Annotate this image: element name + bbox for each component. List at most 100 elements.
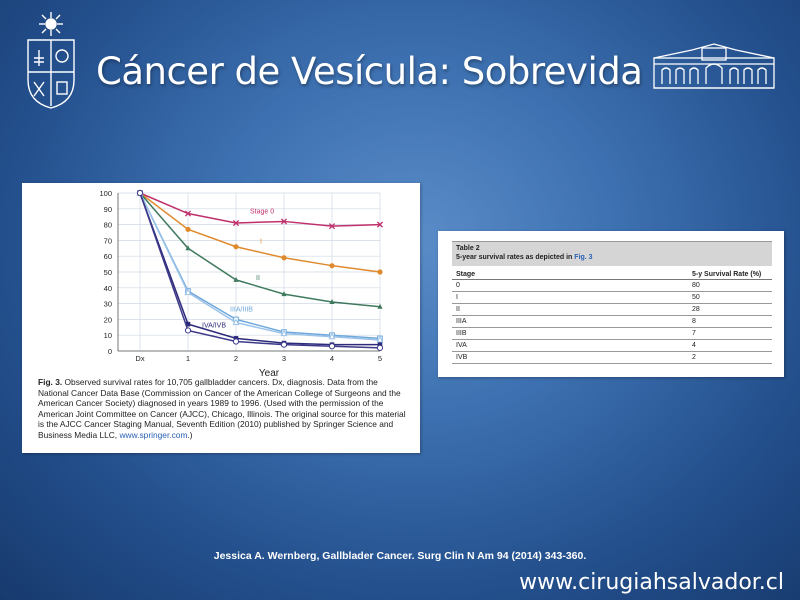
table-header-rate: 5-y Survival Rate (%): [688, 270, 772, 280]
table-cell-stage: IIIA: [452, 315, 688, 328]
reference-citation: Jessica A. Wernberg, Gallblader Cancer. …: [213, 550, 587, 562]
figure-caption-label: Fig. 3.: [38, 377, 63, 387]
survival-table: Stage 5-y Survival Rate (%) 0 80 I 50 II 28…: [452, 270, 772, 364]
series-label: I: [260, 239, 262, 246]
chart-series: [136, 188, 384, 351]
data-point: [377, 303, 383, 309]
data-point: [232, 338, 240, 345]
table-cell-rate: 4: [688, 339, 772, 352]
data-point: [185, 245, 191, 251]
y-tick-label: 50: [104, 268, 112, 277]
table-cell-rate: 2: [688, 351, 772, 364]
table-cell-stage: IIIB: [452, 327, 688, 340]
x-tick-label: 5: [378, 354, 382, 363]
data-point: [280, 218, 288, 225]
survival-line-chart: 0 10 20 30 40 50 60 70 80 90 100 Dx 1 2 3 4 5 Year Stage …: [99, 188, 384, 379]
y-tick-label: 70: [104, 236, 112, 245]
series-label: IVA/IVB: [202, 322, 226, 329]
data-point: [376, 221, 384, 228]
y-tick-label: 30: [104, 300, 112, 309]
table-subtitle-text: 5-year survival rates as depicted in: [456, 254, 575, 261]
y-tick-label: 80: [104, 221, 112, 230]
table-header-stage: Stage: [452, 270, 688, 280]
series-label: II: [256, 275, 260, 282]
y-tick-label: 90: [104, 205, 112, 214]
y-tick-label: 100: [99, 189, 112, 198]
series-line: [139, 192, 381, 349]
table-cell-rate: 8: [688, 315, 772, 328]
x-axis-title: Year: [259, 368, 280, 379]
data-point: [280, 329, 288, 337]
y-tick-label: 20: [104, 315, 112, 324]
figure-caption-text: Observed survival rates for 10,705 gallb…: [38, 377, 406, 440]
table-row: 0 80: [452, 279, 772, 292]
data-point: [329, 263, 335, 269]
y-tick-label: 10: [104, 331, 112, 340]
table-row: IIIA 8: [452, 315, 772, 328]
table-header-row: Stage 5-y Survival Rate (%): [452, 270, 772, 280]
figure-panel: 0 10 20 30 40 50 60 70 80 90 100 Dx 1 2 3 4 5 Year Stage …: [22, 183, 420, 453]
hospital-building-icon: [653, 43, 775, 89]
series-label: Stage 0: [250, 209, 274, 216]
springer-link[interactable]: www.springer.com: [119, 429, 188, 440]
table-row: I 50: [452, 291, 772, 304]
table-cell-rate: 28: [688, 303, 772, 316]
table-subtitle: 5-year survival rates as depicted in Fig…: [456, 253, 768, 262]
data-point: [184, 210, 192, 217]
table-cell-stage: IVB: [452, 351, 688, 364]
table-row: IIIB 7: [452, 327, 772, 340]
slide-title: Cáncer de Vesícula: Sobrevida: [96, 50, 643, 93]
data-point: [281, 255, 287, 261]
data-point: [377, 269, 383, 275]
data-point: [280, 341, 288, 348]
x-tick-label: Dx: [135, 354, 144, 363]
y-tick-label: 40: [104, 284, 112, 293]
table-cell-rate: 7: [688, 327, 772, 340]
table-cell-rate: 50: [688, 291, 772, 304]
university-crest-icon: [27, 12, 75, 109]
data-point: [376, 335, 384, 343]
survival-table-container: Table 2 5-year survival rates as depicte…: [452, 241, 772, 364]
table-header-band: Table 2 5-year survival rates as depicte…: [452, 241, 772, 266]
series-line: [139, 192, 381, 308]
data-point: [232, 318, 240, 326]
y-tick-label: 0: [108, 347, 112, 356]
series-line: [139, 192, 381, 341]
table-row: IVB 2: [452, 351, 772, 364]
data-point: [233, 244, 239, 250]
data-point: [136, 189, 144, 197]
table-cell-stage: 0: [452, 279, 688, 292]
data-point: [281, 291, 287, 297]
data-point: [184, 327, 192, 334]
data-point: [328, 343, 336, 350]
figure-caption: Fig. 3. Observed survival rates for 10,7…: [38, 377, 410, 441]
table-panel: Table 2 5-year survival rates as depicte…: [438, 231, 784, 377]
data-point: [233, 276, 239, 282]
x-tick-label: 1: [186, 354, 190, 363]
chart-axes: 0 10 20 30 40 50 60 70 80 90 100 Dx 1 2 3 4 5 Year: [99, 189, 382, 379]
table-row: IVA 4: [452, 339, 772, 352]
table-cell-stage: IVA: [452, 339, 688, 352]
data-point: [233, 336, 239, 341]
chart-grid: [118, 192, 381, 352]
series-line: [139, 192, 381, 273]
table-title: Table 2: [456, 245, 480, 252]
x-tick-label: 4: [330, 354, 334, 363]
table-row: II 28: [452, 303, 772, 316]
fig3-link[interactable]: Fig. 3: [574, 254, 593, 261]
data-point: [328, 332, 336, 340]
series-line: [139, 192, 381, 227]
data-point: [185, 321, 191, 327]
data-point: [376, 344, 384, 351]
data-point: [232, 219, 240, 227]
figure-caption-end: .): [187, 429, 193, 440]
table-cell-stage: II: [452, 303, 688, 316]
x-tick-label: 3: [282, 354, 286, 363]
series-label: IIIA/IIIB: [230, 307, 253, 314]
y-tick-label: 60: [104, 252, 112, 261]
table-cell-stage: I: [452, 291, 688, 304]
data-point: [184, 288, 192, 296]
data-point: [328, 223, 336, 230]
website-url[interactable]: www.cirugiahsalvador.cl: [519, 570, 784, 595]
